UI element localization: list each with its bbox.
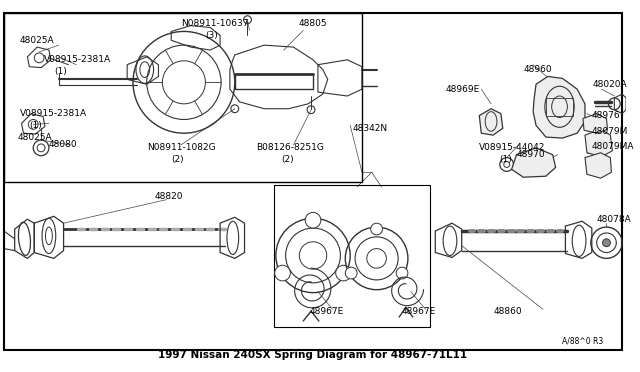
Text: 1997 Nissan 240SX Spring Diagram for 48967-71L11: 1997 Nissan 240SX Spring Diagram for 489… bbox=[159, 350, 468, 360]
Circle shape bbox=[603, 239, 611, 247]
Text: 48969E: 48969E bbox=[445, 85, 479, 94]
Circle shape bbox=[371, 223, 383, 235]
Text: 48078A: 48078A bbox=[596, 215, 632, 224]
Text: (3): (3) bbox=[205, 31, 218, 40]
Text: 48967E: 48967E bbox=[401, 307, 435, 316]
Text: 48079MA: 48079MA bbox=[592, 142, 634, 151]
Circle shape bbox=[346, 267, 357, 279]
Polygon shape bbox=[585, 129, 612, 157]
Text: 48970: 48970 bbox=[516, 150, 545, 159]
Text: 48976: 48976 bbox=[592, 111, 620, 120]
Text: 48342N: 48342N bbox=[352, 124, 387, 133]
Text: V08915-2381A: V08915-2381A bbox=[44, 55, 111, 64]
Text: B08126-8251G: B08126-8251G bbox=[256, 143, 324, 153]
Text: V08915-2381A: V08915-2381A bbox=[20, 109, 86, 118]
Text: 48080: 48080 bbox=[49, 140, 77, 150]
Text: N08911-10637: N08911-10637 bbox=[181, 19, 248, 28]
Bar bbox=[4, 13, 362, 182]
Text: 48025A: 48025A bbox=[20, 36, 54, 45]
Text: (2): (2) bbox=[282, 155, 294, 164]
Polygon shape bbox=[585, 153, 611, 178]
Text: 48025A: 48025A bbox=[18, 132, 52, 142]
Circle shape bbox=[396, 267, 408, 279]
Text: 48960: 48960 bbox=[524, 65, 552, 74]
Text: (1): (1) bbox=[29, 121, 42, 130]
Text: 48805: 48805 bbox=[298, 19, 327, 28]
Text: (1): (1) bbox=[499, 155, 511, 164]
Text: V08915-44042: V08915-44042 bbox=[479, 143, 546, 153]
Polygon shape bbox=[511, 148, 556, 177]
Text: 48079M: 48079M bbox=[592, 127, 628, 136]
Text: 48860: 48860 bbox=[494, 307, 523, 316]
Circle shape bbox=[336, 265, 351, 281]
Text: 48020A: 48020A bbox=[593, 80, 627, 89]
Text: (1): (1) bbox=[54, 67, 67, 76]
Circle shape bbox=[305, 212, 321, 228]
Text: 48967E: 48967E bbox=[309, 307, 344, 316]
Circle shape bbox=[275, 265, 291, 281]
Text: A/88^0 R3: A/88^0 R3 bbox=[563, 336, 604, 345]
Text: 48820: 48820 bbox=[154, 192, 183, 201]
Text: (2): (2) bbox=[171, 155, 184, 164]
Bar bbox=[546, 98, 573, 116]
Bar bbox=[274, 185, 431, 327]
Text: N08911-1082G: N08911-1082G bbox=[147, 143, 215, 153]
Polygon shape bbox=[583, 113, 607, 133]
Polygon shape bbox=[533, 76, 585, 138]
Polygon shape bbox=[479, 109, 503, 135]
